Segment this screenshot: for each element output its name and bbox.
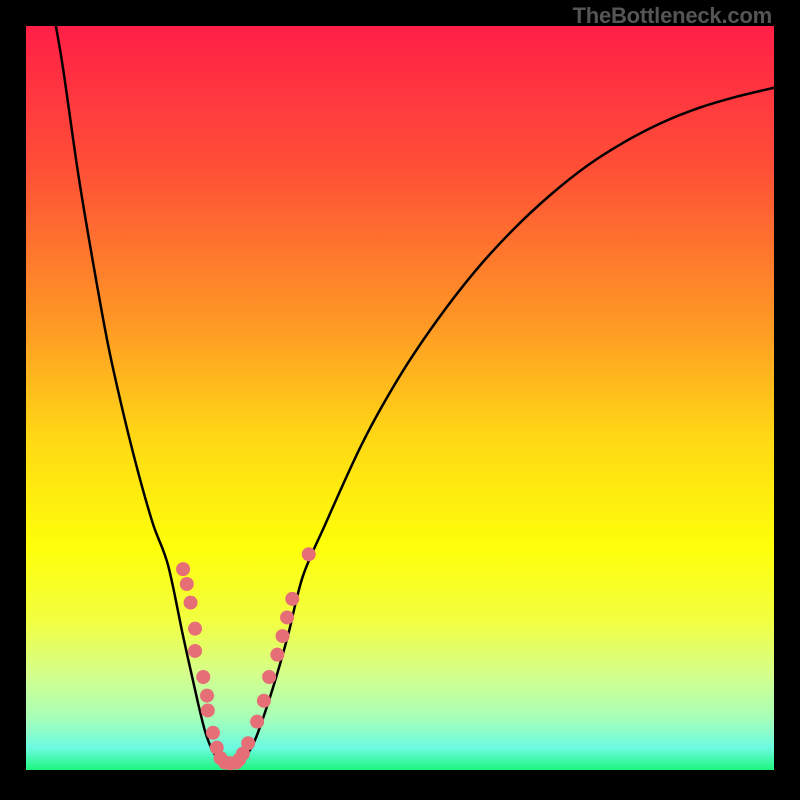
data-marker bbox=[188, 622, 202, 636]
data-marker bbox=[200, 689, 214, 703]
data-marker bbox=[250, 715, 264, 729]
data-marker bbox=[285, 592, 299, 606]
data-marker bbox=[176, 562, 190, 576]
data-marker bbox=[302, 547, 316, 561]
data-marker bbox=[206, 726, 220, 740]
data-marker bbox=[201, 703, 215, 717]
data-marker bbox=[241, 736, 255, 750]
watermark-text: TheBottleneck.com bbox=[572, 3, 772, 29]
data-marker bbox=[188, 644, 202, 658]
data-marker bbox=[257, 694, 271, 708]
data-marker bbox=[276, 629, 290, 643]
bottleneck-curve bbox=[56, 26, 774, 764]
chart-svg bbox=[0, 0, 800, 800]
data-marker bbox=[270, 648, 284, 662]
data-marker bbox=[262, 670, 276, 684]
chart-root: TheBottleneck.com bbox=[0, 0, 800, 800]
data-marker bbox=[280, 610, 294, 624]
data-marker bbox=[184, 596, 198, 610]
data-marker bbox=[196, 670, 210, 684]
data-marker bbox=[180, 577, 194, 591]
